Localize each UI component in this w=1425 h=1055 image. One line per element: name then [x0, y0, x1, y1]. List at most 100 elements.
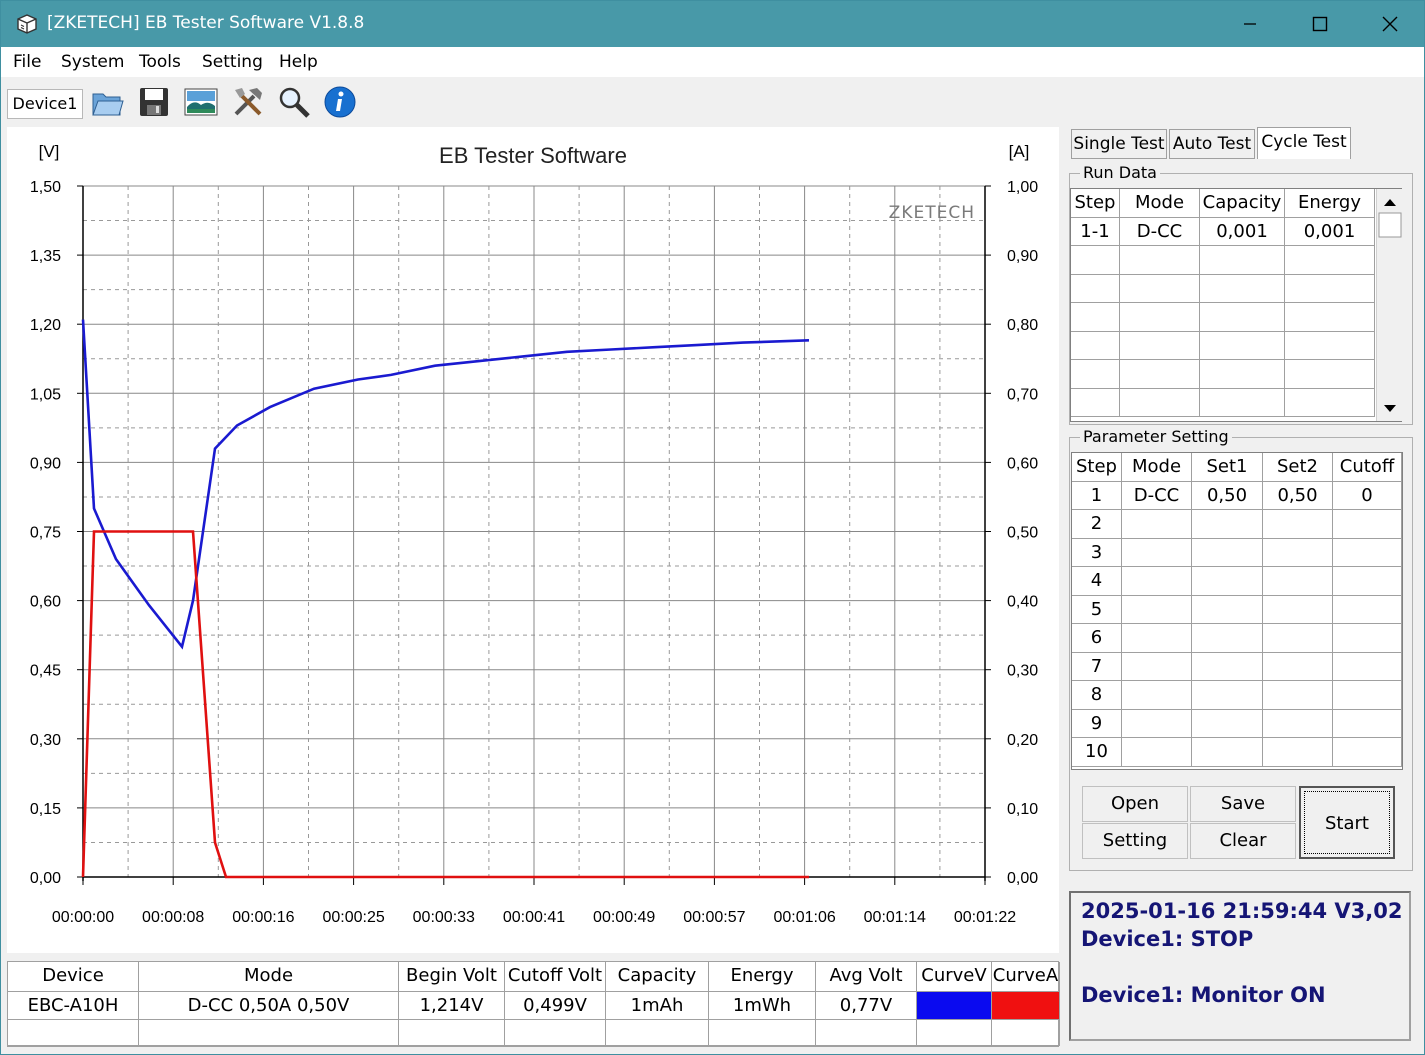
y2-tick-label: 1,00: [1007, 179, 1038, 196]
clear-button[interactable]: Clear: [1190, 823, 1296, 859]
param-cell: 7: [1072, 652, 1122, 681]
run-data-cell: [1200, 331, 1285, 360]
run-data-cell: [1120, 274, 1200, 303]
param-cell: [1122, 652, 1192, 681]
param-cell: [1333, 738, 1402, 767]
info-button[interactable]: [321, 83, 359, 121]
param-cell: [1192, 652, 1263, 681]
chart-watermark: ZKETECH: [889, 203, 975, 223]
param-cell: [1263, 624, 1333, 653]
param-cell: [1122, 624, 1192, 653]
menu-setting[interactable]: Setting: [202, 52, 263, 72]
result-header-cell: Cutoff Volt: [505, 962, 606, 992]
run-data-cell: D-CC: [1120, 217, 1200, 246]
result-value-cell: 0,499V: [505, 992, 606, 1020]
param-cell: [1192, 567, 1263, 596]
param-cell: [1263, 567, 1333, 596]
result-header-cell: Begin Volt: [399, 962, 505, 992]
scroll-thumb[interactable]: [1378, 212, 1402, 238]
run-data-header: Capacity: [1200, 189, 1285, 218]
run-data-cell: [1071, 360, 1120, 389]
run-data-cell: [1071, 388, 1120, 417]
save-button-toolbar[interactable]: [135, 83, 173, 121]
run-data-cell: [1285, 303, 1375, 332]
picture-icon: [184, 88, 218, 116]
y2-tick-label: 0,80: [1007, 317, 1038, 334]
run-data-cell: [1200, 303, 1285, 332]
run-data-cell: 0,001: [1200, 217, 1285, 246]
result-value-cell: D-CC 0,50A 0,50V: [139, 992, 399, 1020]
param-cell: D-CC: [1122, 481, 1192, 510]
close-icon: [1382, 16, 1398, 32]
y2-tick-label: 0,90: [1007, 248, 1038, 265]
y-tick-label: 1,20: [30, 317, 61, 334]
param-cell: 0,50: [1192, 481, 1263, 510]
tab-auto-test[interactable]: Auto Test: [1169, 129, 1255, 159]
maximize-button[interactable]: [1285, 1, 1355, 47]
param-cell: [1192, 738, 1263, 767]
result-empty-cell: [139, 1020, 399, 1046]
param-cell: [1263, 510, 1333, 539]
result-empty-cell: [606, 1020, 709, 1046]
param-cell: 0,50: [1263, 481, 1333, 510]
tab-cycle-test[interactable]: Cycle Test: [1257, 127, 1351, 159]
save-button[interactable]: Save: [1190, 786, 1296, 822]
param-cell: 9: [1072, 709, 1122, 738]
run-data-cell: [1285, 246, 1375, 275]
result-empty-cell: [992, 1020, 1060, 1046]
open-button[interactable]: Open: [1082, 786, 1188, 822]
result-header-cell: Device: [8, 962, 139, 992]
menu-file[interactable]: File: [13, 52, 42, 72]
picture-button[interactable]: [182, 83, 220, 121]
search-button[interactable]: [275, 83, 313, 121]
minimize-button[interactable]: [1215, 1, 1285, 47]
result-header-cell: Mode: [139, 962, 399, 992]
run-data-cell: [1285, 388, 1375, 417]
menu-tools[interactable]: Tools: [139, 52, 181, 72]
setting-button[interactable]: Setting: [1082, 823, 1188, 859]
param-cell: [1122, 595, 1192, 624]
left-axis-unit: [V]: [39, 142, 60, 161]
param-cell: [1192, 709, 1263, 738]
curve-v-swatch: [917, 992, 992, 1020]
parameter-setting-label: Parameter Setting: [1080, 427, 1232, 446]
param-header: Cutoff: [1333, 453, 1402, 482]
tab-single-test[interactable]: Single Test: [1071, 129, 1167, 159]
right-axis-unit: [A]: [1009, 142, 1030, 161]
close-button[interactable]: [1355, 1, 1425, 47]
start-button[interactable]: Start: [1299, 786, 1395, 859]
param-cell: [1192, 538, 1263, 567]
right-panel: Single Test Auto Test Cycle Test Run Dat…: [1067, 127, 1417, 1047]
scroll-up-icon[interactable]: [1384, 199, 1396, 206]
run-data-table: Step Mode Capacity Energy 1-1 D-CC 0,001 0,001: [1070, 188, 1402, 422]
tools-icon: [234, 88, 262, 116]
result-empty-cell: [399, 1020, 505, 1046]
y-tick-label: 0,45: [30, 663, 61, 680]
param-cell: [1192, 681, 1263, 710]
param-cell: [1263, 681, 1333, 710]
run-data-cell: [1285, 274, 1375, 303]
param-cell: [1333, 538, 1402, 567]
param-cell: [1333, 709, 1402, 738]
tools-button[interactable]: [229, 83, 267, 121]
status-datetime: 2025-01-16 21:59:44 V3,02: [1081, 899, 1403, 923]
y2-tick-label: 0,50: [1007, 525, 1038, 542]
menu-bar: File System Tools Setting Help: [1, 47, 1424, 77]
title-bar: [ZKETECH] EB Tester Software V1.8.8: [1, 1, 1424, 47]
run-data-scrollbar[interactable]: [1376, 189, 1402, 421]
x-tick-label: 00:01:22: [954, 909, 1016, 926]
run-data-header: Step: [1071, 189, 1120, 218]
series-curvev: [81, 319, 810, 650]
run-data-label: Run Data: [1080, 163, 1160, 182]
scroll-down-icon[interactable]: [1384, 405, 1396, 412]
param-cell: [1333, 652, 1402, 681]
open-button[interactable]: [88, 83, 126, 121]
result-value-cell: 1,214V: [399, 992, 505, 1020]
parameter-setting-group: Parameter Setting Step Mode Set1 Set2 Cutoff…: [1069, 427, 1413, 871]
menu-system[interactable]: System: [61, 52, 125, 72]
param-cell: 1: [1072, 481, 1122, 510]
menu-help[interactable]: Help: [279, 52, 318, 72]
y-tick-label: 0,30: [30, 732, 61, 749]
device-tab[interactable]: Device1: [7, 89, 83, 119]
chart-title: EB Tester Software: [439, 143, 627, 168]
